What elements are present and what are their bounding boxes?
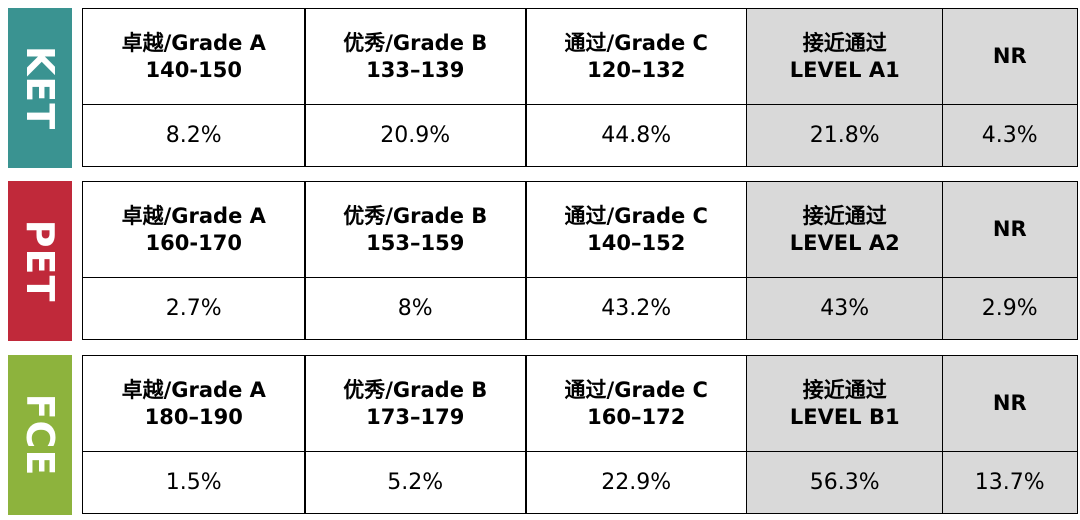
header-text: 173–179 — [366, 404, 465, 429]
value-text: 20.9% — [380, 122, 451, 148]
header-text: 140-150 — [145, 57, 242, 82]
section-label: KET — [18, 45, 62, 131]
header-text: LEVEL A2 — [789, 230, 900, 255]
header-cell: 卓越/Grade A 180–190 — [82, 355, 306, 452]
header-cell: 通过/Grade C 120–132 — [525, 8, 748, 105]
header-text: 120–132 — [587, 57, 686, 82]
value-text: 21.8% — [809, 122, 880, 148]
header-text: 通过/Grade C — [564, 30, 708, 55]
value-cell: 20.9% — [304, 103, 527, 167]
value-cell: 21.8% — [746, 103, 944, 167]
value-text: 5.2% — [387, 469, 444, 495]
value-cell: 13.7% — [942, 450, 1078, 514]
header-text: 优秀/Grade B — [343, 377, 488, 402]
header-text: 140–152 — [587, 230, 686, 255]
value-text: 2.7% — [165, 295, 222, 321]
value-cell: 43.2% — [525, 276, 748, 340]
value-cell: 8% — [304, 276, 527, 340]
header-cell: NR — [942, 355, 1078, 452]
value-cell: 56.3% — [746, 450, 944, 514]
header-text: LEVEL A1 — [789, 57, 900, 82]
header-text: 133–139 — [366, 57, 465, 82]
header-text: NR — [992, 391, 1027, 415]
value-cell: 1.5% — [82, 450, 306, 514]
header-cell: 通过/Grade C 160–172 — [525, 355, 748, 452]
header-cell: NR — [942, 181, 1078, 278]
header-text: 优秀/Grade B — [343, 30, 488, 55]
header-text: 接近通过 — [802, 203, 887, 228]
header-cell: 优秀/Grade B 153–159 — [304, 181, 527, 278]
header-text: 卓越/Grade A — [121, 203, 266, 228]
value-cell: 4.3% — [942, 103, 1078, 167]
value-cell: 8.2% — [82, 103, 306, 167]
header-text: 接近通过 — [802, 377, 887, 402]
header-text: NR — [992, 217, 1027, 241]
header-text: 接近通过 — [802, 30, 887, 55]
header-cell: 接近通过 LEVEL A2 — [746, 181, 944, 278]
section-label-block: FCE — [8, 355, 72, 515]
header-cell: 优秀/Grade B 133–139 — [304, 8, 527, 105]
value-text: 2.9% — [981, 295, 1038, 321]
value-text: 43.2% — [601, 295, 672, 321]
section-label: FCE — [18, 393, 62, 477]
value-text: 22.9% — [601, 469, 672, 495]
value-text: 8.2% — [165, 122, 222, 148]
header-text: 优秀/Grade B — [343, 203, 488, 228]
value-text: 8% — [397, 295, 433, 321]
value-cell: 43% — [746, 276, 944, 340]
header-text: 180–190 — [144, 404, 243, 429]
header-text: 卓越/Grade A — [121, 377, 266, 402]
header-text: 通过/Grade C — [564, 377, 708, 402]
value-cell: 5.2% — [304, 450, 527, 514]
section-label-block: KET — [8, 8, 72, 168]
value-cell: 22.9% — [525, 450, 748, 514]
header-text: 卓越/Grade A — [121, 30, 266, 55]
value-cell: 44.8% — [525, 103, 748, 167]
header-cell: NR — [942, 8, 1078, 105]
header-cell: 优秀/Grade B 173–179 — [304, 355, 527, 452]
header-text: LEVEL B1 — [789, 404, 900, 429]
header-cell: 接近通过 LEVEL B1 — [746, 355, 944, 452]
header-cell: 卓越/Grade A 160-170 — [82, 181, 306, 278]
header-text: NR — [992, 44, 1027, 68]
section-label-block: PET — [8, 181, 72, 341]
header-cell: 通过/Grade C 140–152 — [525, 181, 748, 278]
header-text: 通过/Grade C — [564, 203, 708, 228]
value-cell: 2.9% — [942, 276, 1078, 340]
value-text: 13.7% — [974, 469, 1045, 495]
value-text: 4.3% — [981, 122, 1038, 148]
header-text: 160–172 — [587, 404, 686, 429]
value-text: 43% — [820, 295, 870, 321]
header-text: 153–159 — [366, 230, 465, 255]
value-cell: 2.7% — [82, 276, 306, 340]
header-cell: 卓越/Grade A 140-150 — [82, 8, 306, 105]
value-text: 1.5% — [165, 469, 222, 495]
value-text: 56.3% — [809, 469, 880, 495]
section-label: PET — [18, 219, 62, 303]
header-text: 160-170 — [145, 230, 242, 255]
value-text: 44.8% — [601, 122, 672, 148]
header-cell: 接近通过 LEVEL A1 — [746, 8, 944, 105]
